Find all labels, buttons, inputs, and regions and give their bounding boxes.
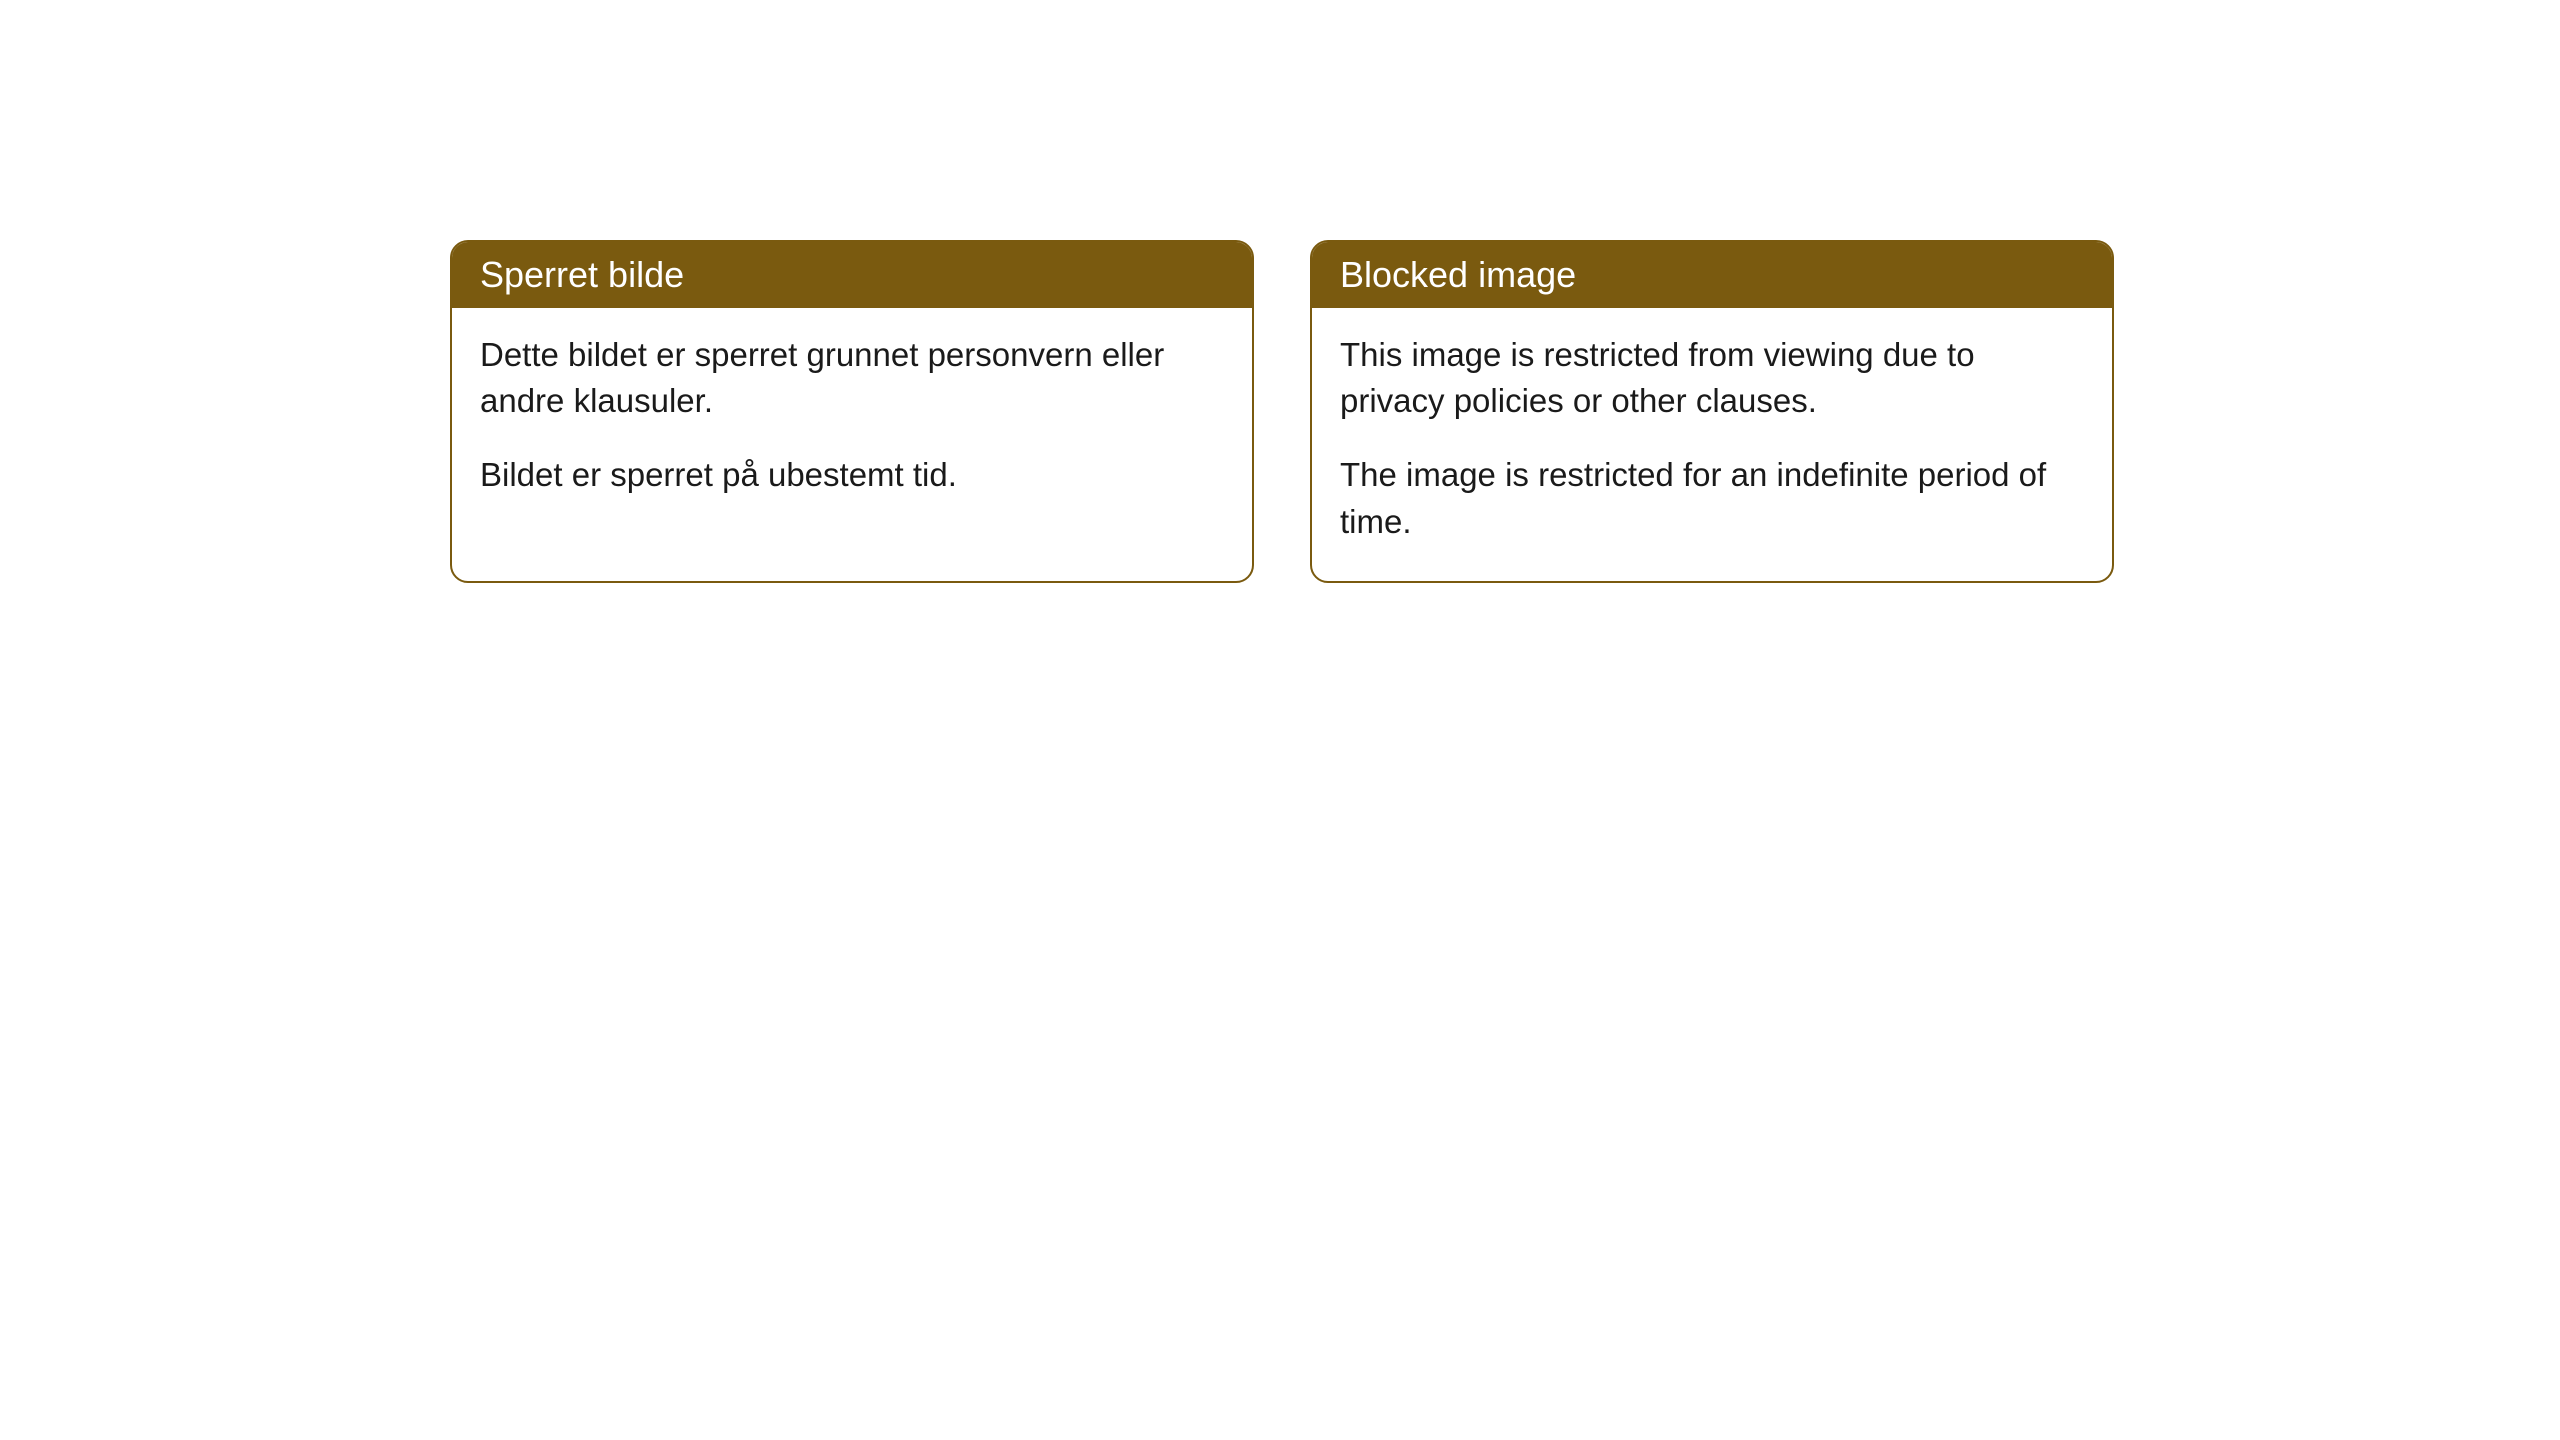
card-body-english: This image is restricted from viewing du… xyxy=(1312,308,2112,581)
card-paragraph-1-norwegian: Dette bildet er sperret grunnet personve… xyxy=(480,332,1224,424)
card-header-english: Blocked image xyxy=(1312,242,2112,308)
card-paragraph-2-norwegian: Bildet er sperret på ubestemt tid. xyxy=(480,452,1224,498)
card-header-norwegian: Sperret bilde xyxy=(452,242,1252,308)
card-title-english: Blocked image xyxy=(1340,254,1576,295)
card-body-norwegian: Dette bildet er sperret grunnet personve… xyxy=(452,308,1252,535)
card-paragraph-2-english: The image is restricted for an indefinit… xyxy=(1340,452,2084,544)
card-paragraph-1-english: This image is restricted from viewing du… xyxy=(1340,332,2084,424)
card-title-norwegian: Sperret bilde xyxy=(480,254,684,295)
card-english: Blocked image This image is restricted f… xyxy=(1310,240,2114,583)
cards-container: Sperret bilde Dette bildet er sperret gr… xyxy=(450,240,2114,583)
card-norwegian: Sperret bilde Dette bildet er sperret gr… xyxy=(450,240,1254,583)
